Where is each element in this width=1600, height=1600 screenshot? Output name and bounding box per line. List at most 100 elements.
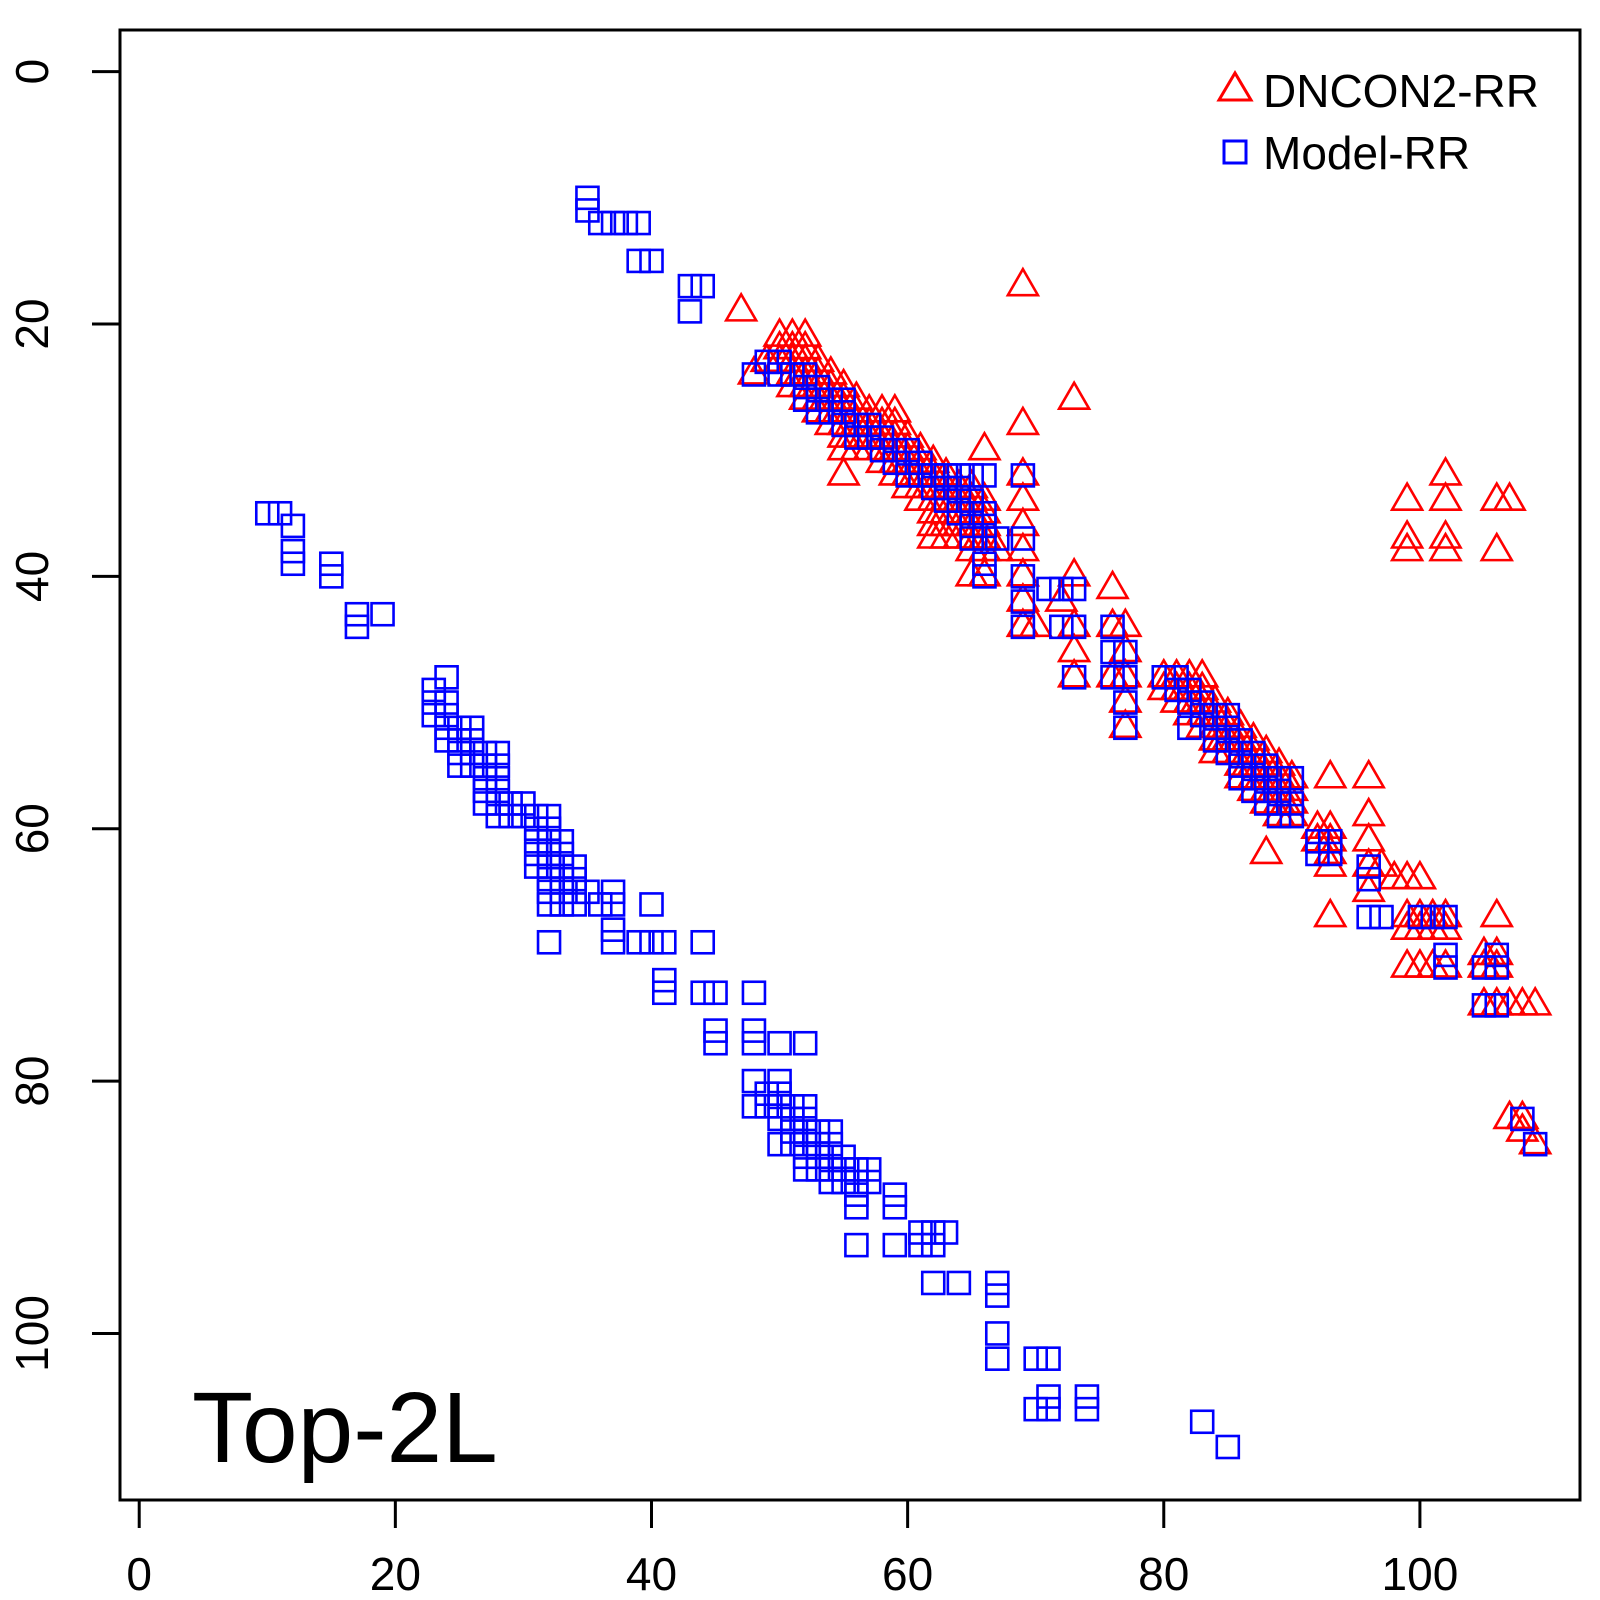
square-point [485, 753, 511, 778]
square-point [1061, 614, 1087, 640]
square-point [626, 210, 651, 236]
square-point [1433, 955, 1458, 980]
triangle-point [1428, 518, 1463, 549]
triangle-point [1351, 758, 1386, 789]
triangle-point [1517, 985, 1553, 1016]
square-point [523, 854, 549, 879]
square-point [562, 854, 587, 879]
square-point [831, 1157, 856, 1182]
triangle-point [1505, 1111, 1540, 1142]
square-point [1305, 829, 1330, 854]
square-point [844, 412, 869, 438]
square-point [1317, 841, 1343, 867]
square-point [677, 299, 703, 324]
square-point [959, 463, 984, 488]
square-point [1036, 1384, 1061, 1409]
square-point [818, 1131, 844, 1157]
square-point [319, 564, 344, 589]
square-point [472, 753, 498, 778]
square-point [805, 400, 831, 425]
triangle-point [1428, 947, 1463, 978]
triangle-point [1402, 859, 1438, 890]
triangle-point [1428, 455, 1463, 486]
square-point [805, 1119, 831, 1144]
square-point [805, 374, 831, 400]
square-point [1164, 665, 1189, 690]
triangle-point [1108, 708, 1143, 739]
square-point [805, 387, 831, 413]
square-point [690, 273, 716, 299]
square-point [792, 374, 818, 400]
square-point [472, 740, 498, 766]
square-point [818, 387, 844, 413]
square-point [434, 728, 459, 753]
square-point [882, 1194, 908, 1220]
square-point [651, 980, 677, 1006]
square-point [1279, 791, 1305, 816]
triangle-point [1044, 581, 1079, 612]
square-point [741, 362, 767, 387]
square-point [703, 1018, 728, 1043]
square-point [536, 816, 562, 842]
square-point [1074, 1384, 1100, 1409]
square-point [1407, 904, 1433, 930]
square-point [575, 185, 600, 211]
triangle-point [1056, 380, 1092, 411]
triangle-point [1056, 556, 1092, 587]
square-point [831, 412, 856, 438]
plot-frame [118, 28, 1582, 1502]
square-point [831, 1169, 856, 1195]
square-point [459, 728, 485, 753]
square-point [523, 803, 549, 829]
square-point [549, 879, 575, 905]
square-point [1253, 765, 1279, 791]
square-point [1471, 955, 1497, 980]
square-point [651, 929, 677, 955]
square-point [959, 526, 984, 551]
square-point [1266, 765, 1292, 791]
square-point [844, 1194, 869, 1220]
square-point [587, 210, 613, 236]
square-point [536, 854, 562, 879]
square-point [767, 1106, 792, 1132]
square-point [920, 475, 946, 501]
square-point [1215, 715, 1241, 741]
square-point [792, 1119, 818, 1144]
square-point [1241, 765, 1266, 791]
square-point [536, 841, 562, 867]
triangle-point [1428, 531, 1463, 562]
square-point [933, 475, 959, 501]
square-point [754, 1094, 780, 1119]
square-point [984, 1270, 1010, 1296]
legend-triangle-marker [1216, 70, 1254, 102]
square-point [780, 1094, 805, 1119]
triangle-point [1389, 947, 1425, 978]
triangle-point [1428, 910, 1463, 940]
square-point [908, 1232, 933, 1258]
square-point [549, 892, 575, 917]
square-point [946, 463, 972, 488]
square-point [575, 879, 600, 905]
square-point [447, 740, 472, 766]
y-tick-label: 100 [6, 1295, 58, 1372]
square-point [780, 1119, 805, 1144]
square-point [1241, 778, 1266, 804]
square-point [959, 513, 984, 539]
square-point [613, 210, 639, 236]
triangle-point [1005, 266, 1041, 297]
square-point [780, 362, 805, 387]
square-point [780, 1106, 805, 1132]
triangle-point [1056, 657, 1092, 688]
square-point [562, 879, 587, 905]
square-point [1484, 955, 1510, 980]
triangle-point [1479, 531, 1515, 562]
square-point [472, 778, 498, 804]
square-point [1177, 690, 1202, 715]
square-point [767, 1094, 792, 1119]
square-point [908, 450, 933, 476]
square-point [831, 1144, 856, 1170]
square-point [549, 841, 575, 867]
square-point [1164, 677, 1189, 703]
square-point [600, 929, 626, 955]
square-point [1177, 715, 1202, 741]
